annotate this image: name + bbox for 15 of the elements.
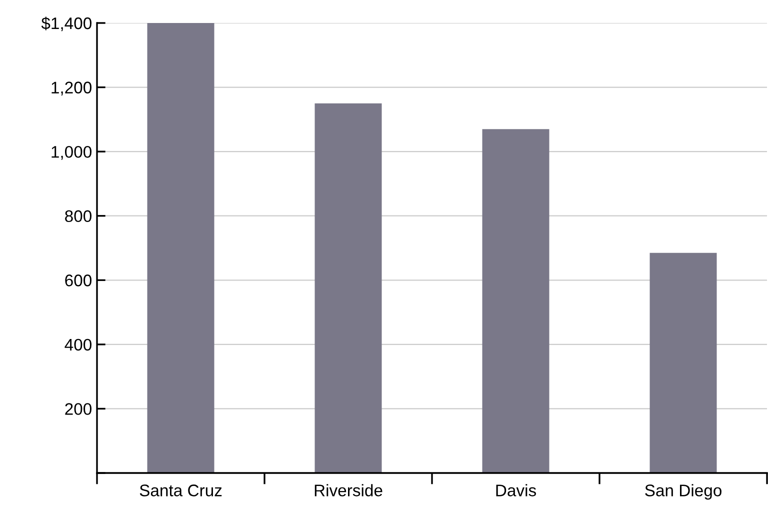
y-tick-label: 600 <box>65 274 92 286</box>
bar <box>482 129 550 473</box>
x-tick-label: Santa Cruz <box>140 484 222 496</box>
y-tick-label: 800 <box>65 210 92 222</box>
x-tick-label: Davis <box>496 484 536 496</box>
y-tick-label: 200 <box>65 403 92 415</box>
y-tick-label: 1,000 <box>52 146 92 160</box>
x-tick-label: San Diego <box>645 484 722 500</box>
bar <box>650 252 717 473</box>
y-tick-label: 400 <box>64 338 92 351</box>
x-tick-label: Riverside <box>314 484 382 496</box>
bar <box>147 23 214 473</box>
y-tick-label: $1,400 <box>41 16 92 32</box>
bar <box>314 103 382 473</box>
y-tick-label: 1,200 <box>52 82 92 96</box>
